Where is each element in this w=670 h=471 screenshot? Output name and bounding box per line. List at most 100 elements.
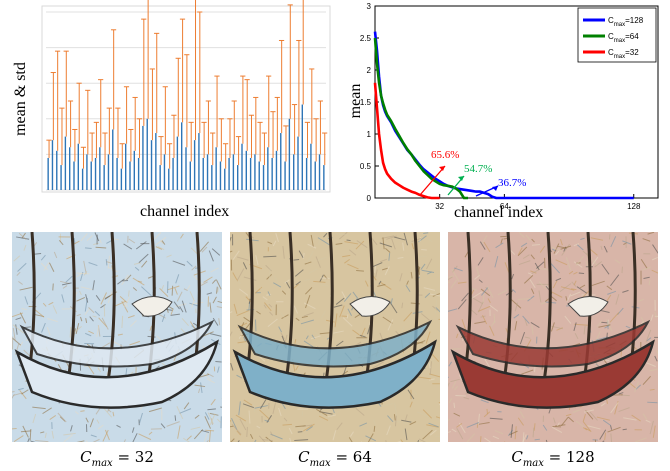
brush-stroke: [63, 434, 73, 442]
brush-stroke: [210, 333, 222, 337]
boat: [455, 319, 651, 368]
brush-stroke: [346, 239, 351, 242]
brush-stroke: [179, 408, 192, 414]
brush-stroke: [236, 309, 250, 316]
brush-stroke: [404, 428, 408, 441]
caption-cmax-64: Cmax = 64: [298, 448, 372, 469]
brush-stroke: [509, 430, 518, 436]
brush-stroke: [293, 426, 301, 430]
brush-stroke: [384, 403, 394, 407]
brush-stroke: [12, 324, 25, 334]
brush-stroke: [479, 241, 486, 250]
brush-stroke: [218, 318, 221, 326]
brush-stroke: [455, 394, 466, 397]
annotation-arrowhead: [458, 176, 464, 181]
brush-stroke: [381, 235, 395, 239]
brush-stroke: [585, 410, 594, 420]
brush-stroke: [230, 419, 232, 423]
brush-stroke: [294, 269, 304, 277]
brush-stroke: [573, 261, 583, 268]
caption-cmax-32: Cmax = 32: [80, 448, 154, 469]
brush-stroke: [303, 302, 316, 310]
brush-stroke: [545, 439, 548, 442]
brush-stroke: [512, 288, 517, 293]
brush-stroke: [266, 293, 272, 296]
brush-stroke: [29, 428, 32, 441]
brush-stroke: [183, 402, 190, 410]
brush-stroke: [85, 318, 88, 324]
brush-stroke: [533, 423, 536, 431]
brush-stroke: [238, 288, 249, 296]
brush-stroke: [167, 285, 180, 291]
brush-stroke: [123, 439, 126, 442]
brush-stroke: [583, 325, 586, 335]
brush-stroke: [575, 420, 585, 428]
brush-stroke: [180, 233, 184, 239]
brush-stroke: [217, 287, 219, 293]
brush-stroke: [494, 430, 504, 435]
brush-stroke: [429, 293, 440, 297]
brush-stroke: [35, 440, 49, 442]
brush-stroke: [648, 280, 651, 286]
brush-stroke: [85, 332, 92, 337]
brush-stroke: [76, 297, 86, 302]
brush-stroke: [428, 422, 439, 428]
boat: [237, 319, 433, 368]
brush-stroke: [20, 430, 32, 433]
brush-stroke: [602, 419, 612, 426]
brush-stroke: [137, 280, 143, 283]
brush-stroke: [645, 329, 652, 343]
brush-stroke: [286, 281, 291, 289]
ytick-label: 1: [367, 130, 372, 139]
brush-stroke: [186, 285, 191, 291]
brush-stroke: [420, 263, 426, 270]
brush-stroke: [278, 407, 282, 417]
brush-stroke: [531, 324, 534, 335]
brush-stroke: [489, 417, 503, 420]
brush-stroke: [582, 420, 592, 433]
brush-stroke: [267, 291, 271, 296]
brush-stroke: [13, 392, 23, 396]
brush-stroke: [551, 426, 563, 434]
brush-stroke: [573, 280, 577, 286]
brush-stroke: [209, 413, 216, 426]
brush-stroke: [230, 275, 242, 284]
brush-stroke: [413, 390, 418, 395]
brush-stroke: [333, 330, 344, 334]
brush-stroke: [243, 316, 251, 323]
brush-stroke: [236, 430, 242, 436]
brush-stroke: [216, 286, 218, 294]
brush-stroke: [451, 269, 460, 282]
brush-stroke: [320, 412, 324, 417]
brush-stroke: [367, 433, 374, 442]
brush-stroke: [402, 429, 405, 436]
brush-stroke: [12, 312, 24, 318]
brush-stroke: [654, 355, 658, 362]
brush-stroke: [561, 417, 569, 427]
brush-stroke: [478, 279, 483, 283]
brush-stroke: [598, 324, 611, 328]
xtick-label: 128: [627, 202, 641, 211]
mean-curve-chart: 0 0.5 1 1.5 2 2.5 3 32 64 128 Cmax=128 Cmax=64 Cmax=…: [340, 0, 670, 230]
brush-stroke: [215, 279, 222, 290]
brush-stroke: [191, 299, 195, 308]
brush-stroke: [166, 421, 180, 427]
brush-stroke: [575, 255, 584, 266]
brush-stroke: [141, 260, 148, 268]
brush-stroke: [127, 315, 135, 319]
brush-stroke: [401, 325, 405, 333]
brush-stroke: [393, 236, 406, 241]
brush-stroke: [567, 416, 575, 423]
brush-stroke: [332, 430, 337, 441]
brush-stroke: [517, 298, 531, 301]
brush-stroke: [652, 244, 658, 254]
brush-stroke: [121, 274, 129, 286]
brush-stroke: [23, 244, 27, 251]
brush-stroke: [579, 284, 586, 289]
brush-stroke: [346, 314, 349, 319]
brush-stroke: [302, 423, 315, 432]
brush-stroke: [49, 415, 57, 420]
brush-stroke: [13, 435, 24, 442]
brush-stroke: [209, 412, 219, 416]
